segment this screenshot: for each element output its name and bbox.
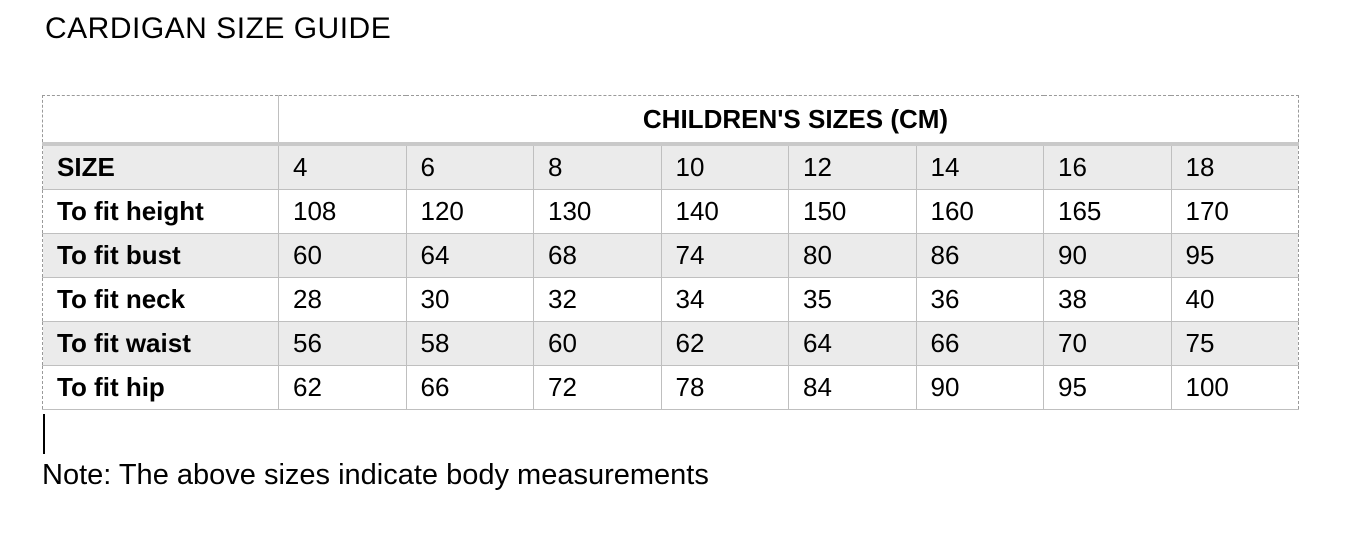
size-guide-table: CHILDREN'S SIZES (CM) SIZE 4 6 8 10 12 1… xyxy=(42,95,1299,410)
row-label: SIZE xyxy=(42,143,279,190)
table-cell: 62 xyxy=(278,365,407,410)
table-cell: 64 xyxy=(405,233,534,278)
table-row-neck: To fit neck 28 30 32 34 35 36 38 40 xyxy=(42,277,1299,322)
table-cell: 38 xyxy=(1043,277,1172,322)
table-cell: 35 xyxy=(788,277,917,322)
table-cell: 95 xyxy=(1170,233,1299,278)
table-cell: 8 xyxy=(533,143,662,190)
note-text: Note: The above sizes indicate body meas… xyxy=(42,459,709,491)
table-cell: 16 xyxy=(1043,143,1172,190)
page-title: CARDIGAN SIZE GUIDE xyxy=(45,12,392,45)
table-cell: 58 xyxy=(405,321,534,366)
table-cell: 84 xyxy=(788,365,917,410)
table-cell: 130 xyxy=(533,189,662,234)
table-cell: 160 xyxy=(915,189,1044,234)
table-cell: 90 xyxy=(1043,233,1172,278)
table-cell: 60 xyxy=(278,233,407,278)
table-cell: 100 xyxy=(1170,365,1299,410)
row-label: To fit neck xyxy=(42,277,279,322)
table-cell: 80 xyxy=(788,233,917,278)
table-cell: 74 xyxy=(660,233,789,278)
table-cell: 108 xyxy=(278,189,407,234)
table-cell: 165 xyxy=(1043,189,1172,234)
table-cell: 86 xyxy=(915,233,1044,278)
table-cell: 66 xyxy=(405,365,534,410)
table-cell: 30 xyxy=(405,277,534,322)
table-cell: 170 xyxy=(1170,189,1299,234)
table-cell: 62 xyxy=(660,321,789,366)
table-cell: 28 xyxy=(278,277,407,322)
table-cell: 34 xyxy=(660,277,789,322)
text-cursor xyxy=(43,414,45,454)
table-cell: 150 xyxy=(788,189,917,234)
table-cell: 36 xyxy=(915,277,1044,322)
row-label: To fit bust xyxy=(42,233,279,278)
table-cell: 10 xyxy=(660,143,789,190)
group-header-row: CHILDREN'S SIZES (CM) xyxy=(42,95,1299,146)
table-cell: 70 xyxy=(1043,321,1172,366)
table-cell: 66 xyxy=(915,321,1044,366)
table-cell: 40 xyxy=(1170,277,1299,322)
table-cell: 4 xyxy=(278,143,407,190)
table-cell: 72 xyxy=(533,365,662,410)
corner-cell xyxy=(42,95,279,146)
table-cell: 56 xyxy=(278,321,407,366)
table-row-waist: To fit waist 56 58 60 62 64 66 70 75 xyxy=(42,321,1299,366)
table-cell: 120 xyxy=(405,189,534,234)
table-row-size: SIZE 4 6 8 10 12 14 16 18 xyxy=(42,143,1299,190)
group-header-cell: CHILDREN'S SIZES (CM) xyxy=(278,95,1299,146)
table-cell: 90 xyxy=(915,365,1044,410)
row-label: To fit waist xyxy=(42,321,279,366)
table-cell: 18 xyxy=(1170,143,1299,190)
table-cell: 60 xyxy=(533,321,662,366)
table-cell: 32 xyxy=(533,277,662,322)
table-cell: 64 xyxy=(788,321,917,366)
table-cell: 12 xyxy=(788,143,917,190)
table-cell: 75 xyxy=(1170,321,1299,366)
table-row-bust: To fit bust 60 64 68 74 80 86 90 95 xyxy=(42,233,1299,278)
table-cell: 68 xyxy=(533,233,662,278)
row-label: To fit hip xyxy=(42,365,279,410)
table-row-height: To fit height 108 120 130 140 150 160 16… xyxy=(42,189,1299,234)
table-cell: 140 xyxy=(660,189,789,234)
table-cell: 6 xyxy=(405,143,534,190)
table-cell: 14 xyxy=(915,143,1044,190)
table-cell: 78 xyxy=(660,365,789,410)
table-row-hip: To fit hip 62 66 72 78 84 90 95 100 xyxy=(42,365,1299,410)
table-cell: 95 xyxy=(1043,365,1172,410)
row-label: To fit height xyxy=(42,189,279,234)
